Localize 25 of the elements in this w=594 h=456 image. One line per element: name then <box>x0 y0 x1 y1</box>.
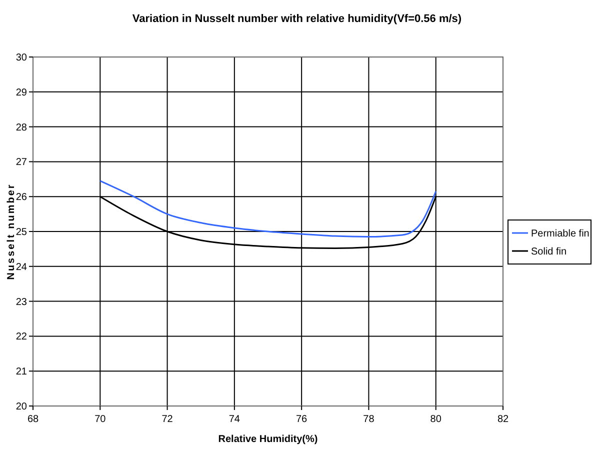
y-tick-label: 28 <box>16 122 28 134</box>
x-tick-label: 80 <box>430 414 442 425</box>
legend-label: Solid fin <box>531 246 567 258</box>
x-tick-label: 72 <box>162 414 174 425</box>
y-tick-label: 23 <box>16 296 28 308</box>
y-tick-label: 22 <box>16 332 28 343</box>
legend-label: Permiable fin <box>531 228 590 240</box>
y-tick-label: 26 <box>16 192 28 204</box>
y-tick-label: 20 <box>16 402 28 412</box>
chart-title: Variation in Nusselt number with relative humidity(Vf=0.56 m/s) <box>132 13 462 25</box>
y-tick-label: 29 <box>16 87 28 98</box>
y-tick-label: 21 <box>16 366 28 378</box>
y-tick-label: 24 <box>16 262 28 273</box>
line-series <box>99 180 437 238</box>
y-tick-label: 27 <box>16 157 28 168</box>
y-axis-title: Nusselt number <box>6 183 17 280</box>
y-tick-label: 25 <box>16 227 28 238</box>
x-tick-label: 78 <box>363 414 375 425</box>
x-tick-label: 68 <box>27 414 39 425</box>
y-tick-label: 30 <box>16 52 28 64</box>
x-tick-label: 74 <box>228 414 240 425</box>
x-tick-label: 82 <box>497 414 509 425</box>
x-tick-label: 70 <box>94 414 106 425</box>
x-axis-title: Relative Humidity(%) <box>218 434 318 445</box>
x-tick-label: 76 <box>296 414 308 425</box>
